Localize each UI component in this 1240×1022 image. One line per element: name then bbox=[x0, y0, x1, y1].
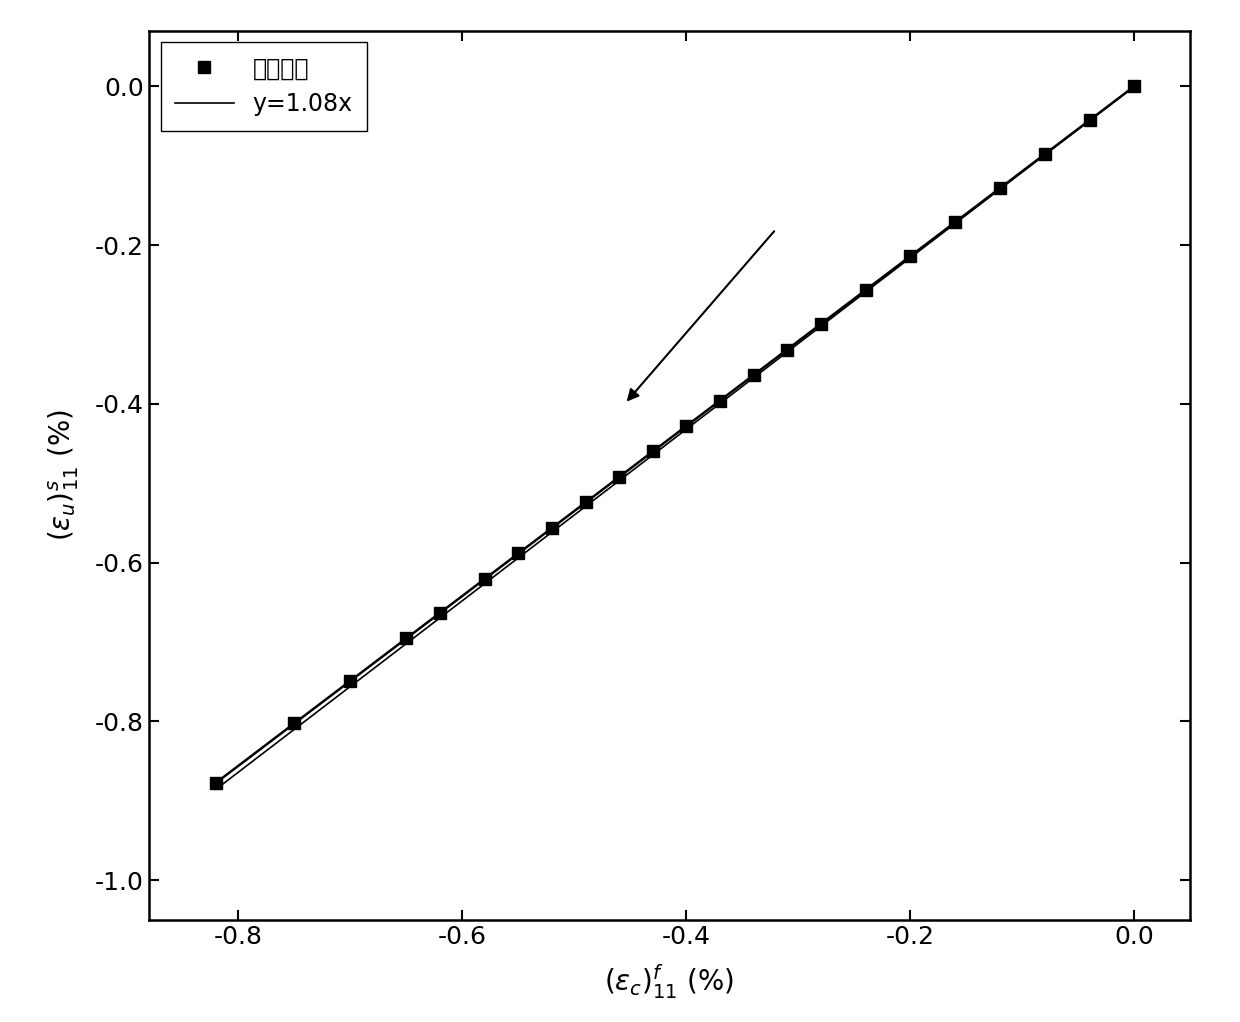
Y-axis label: $(\varepsilon_u)^s_{11}$ (%): $(\varepsilon_u)^s_{11}$ (%) bbox=[47, 409, 81, 542]
实验数据 bbox=[947, 216, 962, 228]
实验数据 bbox=[1038, 148, 1053, 160]
y=1.08x bbox=[1040, 146, 1055, 158]
实验数据 bbox=[511, 548, 526, 560]
实验数据 bbox=[477, 572, 492, 585]
X-axis label: $(\varepsilon_c)^f_{11}$ (%): $(\varepsilon_c)^f_{11}$ (%) bbox=[604, 963, 735, 1002]
Line: 实验数据: 实验数据 bbox=[210, 80, 1141, 789]
实验数据 bbox=[544, 522, 559, 535]
实验数据 bbox=[746, 369, 761, 381]
实验数据 bbox=[1127, 80, 1142, 92]
实验数据 bbox=[208, 777, 223, 789]
Line: y=1.08x: y=1.08x bbox=[216, 86, 1135, 789]
实验数据 bbox=[713, 394, 728, 407]
实验数据 bbox=[343, 675, 358, 687]
y=1.08x bbox=[753, 367, 768, 379]
实验数据 bbox=[992, 182, 1007, 194]
实验数据 bbox=[903, 250, 918, 263]
y=1.08x bbox=[212, 781, 227, 793]
实验数据 bbox=[611, 471, 626, 483]
实验数据 bbox=[286, 717, 301, 730]
实验数据 bbox=[680, 420, 694, 432]
y=1.08x bbox=[770, 353, 785, 365]
y=1.08x bbox=[208, 783, 223, 795]
实验数据 bbox=[399, 633, 414, 645]
实验数据 bbox=[433, 607, 448, 619]
实验数据 bbox=[813, 318, 828, 330]
实验数据 bbox=[1083, 114, 1097, 127]
y=1.08x bbox=[1127, 80, 1142, 92]
Legend: 实验数据, y=1.08x: 实验数据, y=1.08x bbox=[161, 43, 367, 131]
y=1.08x bbox=[755, 365, 770, 377]
实验数据 bbox=[578, 497, 593, 509]
实验数据 bbox=[645, 446, 660, 458]
y=1.08x bbox=[982, 191, 997, 203]
实验数据 bbox=[858, 284, 873, 296]
实验数据 bbox=[780, 343, 795, 356]
